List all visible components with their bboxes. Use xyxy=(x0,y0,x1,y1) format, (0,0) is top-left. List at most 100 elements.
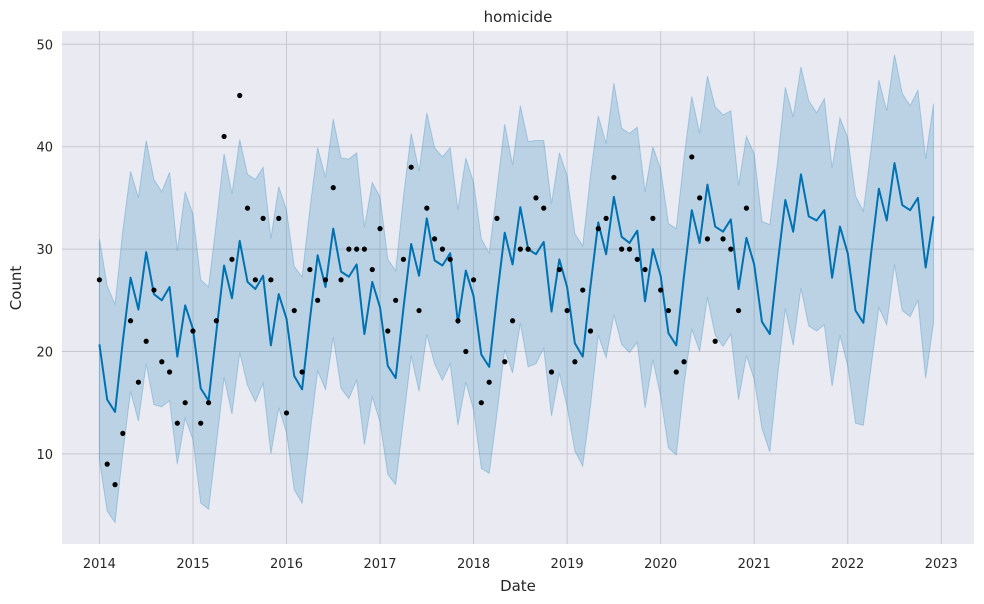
observed-point xyxy=(564,307,570,314)
observed-point xyxy=(354,246,360,252)
y-tick-label: 30 xyxy=(36,243,53,258)
observed-point xyxy=(385,328,391,334)
observed-point xyxy=(182,400,188,406)
observed-point xyxy=(517,246,523,252)
chart-title: homicide xyxy=(484,8,553,26)
observed-point xyxy=(416,307,422,314)
observed-point xyxy=(533,195,539,201)
uncertainty-band-area xyxy=(98,54,934,524)
x-tick-label: 2017 xyxy=(363,557,396,572)
observed-point xyxy=(580,287,586,293)
observed-point xyxy=(525,246,531,252)
y-axis-ticks: 10 20 30 40 50 xyxy=(36,38,53,463)
plot-background xyxy=(62,31,974,544)
observed-point xyxy=(120,430,126,437)
observed-point xyxy=(276,215,282,221)
y-tick-label: 10 xyxy=(36,448,53,463)
observed-point xyxy=(626,246,633,252)
observed-point xyxy=(689,154,695,160)
observed-point xyxy=(556,266,562,273)
observed-point xyxy=(619,246,625,252)
observed-point xyxy=(205,400,212,406)
observed-point xyxy=(221,133,227,140)
observed-point xyxy=(338,277,344,283)
observed-point xyxy=(494,215,500,221)
observed-point xyxy=(697,195,703,201)
observed-point xyxy=(237,92,243,99)
observed-point xyxy=(463,348,469,355)
observed-point xyxy=(260,215,266,221)
observed-point xyxy=(252,277,258,283)
x-tick-label: 2021 xyxy=(738,557,771,572)
observed-point xyxy=(393,297,399,303)
observed-points xyxy=(96,92,750,488)
observed-point xyxy=(283,410,290,416)
observed-point xyxy=(455,318,461,324)
observed-point xyxy=(198,420,204,426)
observed-point xyxy=(735,307,742,314)
observed-point xyxy=(96,277,103,283)
observed-point xyxy=(431,236,438,242)
observed-point xyxy=(244,205,251,211)
observed-point xyxy=(541,205,547,211)
observed-point xyxy=(658,287,664,293)
observed-point xyxy=(400,256,407,262)
x-tick-label: 2020 xyxy=(644,557,677,572)
observed-point xyxy=(650,215,656,221)
observed-point xyxy=(478,400,484,406)
observed-point xyxy=(104,461,110,467)
observed-point xyxy=(642,266,648,273)
observed-point xyxy=(743,205,750,211)
observed-point xyxy=(190,328,196,334)
observed-point xyxy=(509,318,516,324)
observed-point xyxy=(151,287,157,293)
observed-point xyxy=(291,307,297,314)
x-tick-label: 2019 xyxy=(551,557,584,572)
observed-point xyxy=(502,359,508,365)
observed-point xyxy=(447,256,453,262)
observed-point xyxy=(166,369,173,375)
x-axis-ticks: 2014 2015 2016 2017 2018 2019 2020 2021 2022 2023 xyxy=(83,557,958,572)
x-tick-label: 2014 xyxy=(83,557,116,572)
observed-point xyxy=(603,215,609,221)
observed-point xyxy=(587,328,594,334)
y-axis-label: Count xyxy=(7,266,25,311)
observed-point xyxy=(330,185,336,191)
uncertainty-band xyxy=(98,54,934,524)
y-tick-label: 40 xyxy=(36,141,53,156)
observed-point xyxy=(595,226,601,232)
observed-point xyxy=(439,246,446,252)
observed-point xyxy=(346,246,352,252)
observed-point xyxy=(229,256,235,262)
forecast-line xyxy=(98,162,935,413)
observed-point xyxy=(135,379,142,385)
observed-point xyxy=(704,236,711,242)
observed-point xyxy=(720,236,726,242)
grid-lines xyxy=(62,31,974,544)
observed-point xyxy=(408,164,414,170)
observed-point xyxy=(299,369,305,375)
observed-point xyxy=(634,256,640,262)
x-tick-label: 2018 xyxy=(457,557,490,572)
observed-point xyxy=(728,246,734,252)
observed-point xyxy=(143,338,149,344)
observed-point xyxy=(268,277,274,283)
observed-point xyxy=(673,369,679,375)
observed-point xyxy=(486,379,492,385)
observed-point xyxy=(470,277,477,283)
x-tick-label: 2022 xyxy=(831,557,864,572)
observed-point xyxy=(307,266,313,273)
observed-point xyxy=(424,205,430,211)
observed-point xyxy=(548,369,555,375)
x-tick-label: 2015 xyxy=(176,557,209,572)
y-tick-label: 20 xyxy=(36,345,53,360)
observed-point xyxy=(112,482,118,488)
observed-point xyxy=(213,318,219,324)
observed-point xyxy=(665,307,672,314)
observed-point xyxy=(712,338,718,344)
observed-point xyxy=(611,174,617,181)
observed-point xyxy=(572,359,578,365)
observed-point xyxy=(127,318,134,324)
observed-point xyxy=(369,266,375,273)
